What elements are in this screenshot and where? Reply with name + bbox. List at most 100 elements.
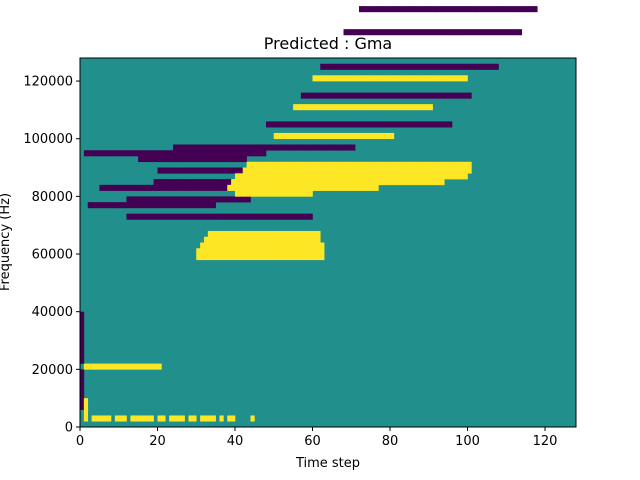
heatmap-cell-high — [413, 179, 418, 186]
heatmap-cell-high — [444, 173, 449, 180]
heatmap-cell-high — [424, 161, 430, 168]
heatmap-cell-high — [300, 248, 306, 255]
heatmap-cell-high — [304, 190, 309, 197]
heatmap-cell-low — [289, 121, 294, 128]
heatmap-cell-high — [269, 236, 275, 243]
heatmap-cell-low — [145, 156, 151, 163]
heatmap-cell-low — [134, 150, 139, 157]
heatmap-cell-high — [281, 173, 286, 180]
heatmap-cell-high — [103, 415, 108, 422]
heatmap-cell-high — [269, 248, 275, 255]
heatmap-cell-low — [378, 6, 383, 13]
heatmap-cell-high — [424, 104, 430, 111]
heatmap-cell-low — [176, 156, 182, 163]
heatmap-cell-low — [467, 6, 472, 13]
heatmap-cell-high — [277, 184, 282, 191]
heatmap-cell-high — [320, 75, 325, 82]
heatmap-cell-high — [273, 254, 278, 261]
heatmap-cell-low — [393, 6, 399, 13]
heatmap-cell-low — [289, 213, 294, 220]
heatmap-cell-low — [223, 196, 228, 203]
x-tick-label: 100 — [455, 434, 480, 449]
heatmap-cell-low — [324, 144, 329, 151]
heatmap-cell-low — [335, 63, 340, 70]
heatmap-cell-high — [157, 415, 162, 422]
heatmap-cell-high — [293, 132, 298, 140]
heatmap-cell-low — [204, 184, 209, 191]
heatmap-cell-high — [281, 184, 286, 191]
heatmap-cell-low — [502, 29, 507, 36]
heatmap-cell-high — [370, 173, 375, 180]
heatmap-cell-high — [289, 236, 294, 243]
heatmap-cell-high — [308, 132, 313, 140]
heatmap-cell-low — [250, 150, 255, 157]
heatmap-cell-low — [235, 196, 240, 203]
heatmap-cell-high — [277, 173, 282, 180]
heatmap-cell-high — [285, 230, 290, 238]
heatmap-cell-high — [382, 75, 387, 82]
heatmap-cell-high — [331, 173, 337, 180]
heatmap-cell-high — [339, 132, 344, 140]
heatmap-cell-high — [436, 167, 441, 174]
heatmap-cell-low — [277, 121, 282, 128]
heatmap-cell-low — [339, 63, 344, 70]
heatmap-cell-high — [297, 190, 302, 197]
heatmap-cell-high — [138, 363, 143, 370]
heatmap-cell-low — [142, 156, 147, 163]
heatmap-cell-low — [157, 179, 162, 186]
heatmap-cell-low — [510, 29, 515, 36]
heatmap-cell-high — [254, 254, 259, 261]
heatmap-cell-high — [83, 409, 89, 416]
heatmap-cell-high — [300, 173, 306, 180]
heatmap-cell-high — [316, 254, 321, 261]
heatmap-cell-high — [444, 75, 449, 82]
heatmap-cell-high — [312, 236, 317, 243]
heatmap-cell-high — [180, 415, 185, 422]
heatmap-cell-high — [328, 179, 333, 186]
heatmap-cell-high — [374, 132, 379, 140]
heatmap-cell-low — [235, 156, 240, 163]
heatmap-cell-low — [401, 92, 406, 99]
heatmap-cell-high — [262, 179, 267, 186]
heatmap-cell-high — [273, 190, 278, 197]
heatmap-cell-low — [421, 29, 426, 36]
heatmap-cell-high — [262, 161, 267, 168]
heatmap-cell-high — [355, 104, 360, 111]
heatmap-cell-high — [409, 75, 414, 82]
heatmap-cell-low — [180, 150, 185, 157]
heatmap-cell-high — [328, 167, 333, 174]
heatmap-cell-low — [281, 213, 286, 220]
heatmap-cell-low — [176, 167, 182, 174]
heatmap-cell-high — [254, 179, 259, 186]
heatmap-cell-high — [409, 173, 414, 180]
heatmap-cell-high — [242, 248, 247, 255]
heatmap-cell-low — [463, 92, 468, 99]
heatmap-cell-high — [130, 363, 135, 370]
heatmap-cell-low — [428, 92, 433, 99]
heatmap-cell-high — [211, 230, 216, 238]
heatmap-cell-low — [184, 144, 189, 151]
heatmap-cell-low — [161, 184, 166, 191]
heatmap-cell-low — [80, 352, 85, 359]
heatmap-cell-high — [281, 132, 286, 140]
heatmap-cell-low — [223, 156, 228, 163]
heatmap-cell-low — [397, 63, 402, 70]
heatmap-cell-high — [215, 242, 220, 249]
heatmap-cell-high — [269, 254, 275, 261]
heatmap-cell-low — [130, 184, 135, 191]
heatmap-cell-low — [103, 150, 108, 157]
heatmap-cell-high — [424, 173, 430, 180]
heatmap-cell-low — [339, 121, 344, 128]
heatmap-cell-high — [382, 161, 387, 168]
heatmap-cell-low — [517, 29, 523, 36]
heatmap-cell-high — [370, 161, 375, 168]
heatmap-cell-high — [134, 363, 139, 370]
heatmap-cell-high — [211, 415, 216, 422]
heatmap-cell-high — [277, 236, 282, 243]
heatmap-cell-low — [335, 144, 340, 151]
heatmap-cell-low — [184, 184, 189, 191]
heatmap-cell-low — [126, 202, 131, 209]
heatmap-cell-high — [304, 173, 309, 180]
heatmap-cell-low — [397, 29, 402, 36]
heatmap-cell-high — [417, 104, 422, 111]
